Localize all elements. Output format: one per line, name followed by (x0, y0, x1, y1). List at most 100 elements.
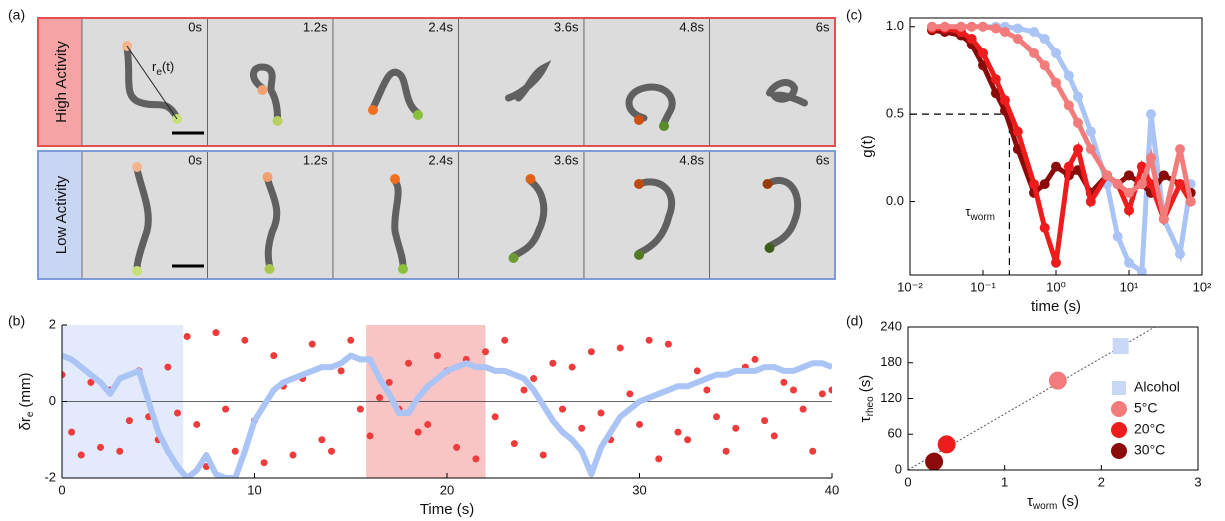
point (318, 436, 326, 444)
plot-area (62, 329, 832, 478)
legend-marker (1111, 401, 1127, 417)
worm (635, 178, 676, 257)
point (520, 386, 528, 394)
legend-label: 20°C (1134, 421, 1165, 437)
point (568, 363, 576, 371)
point (978, 47, 988, 58)
x-tick-label: 10 (247, 482, 261, 497)
point (501, 336, 509, 344)
row-border (37, 150, 836, 280)
point (780, 378, 788, 386)
time-label: 2.4s (428, 152, 453, 167)
end-dot (525, 174, 536, 184)
point (1051, 257, 1061, 268)
worm (391, 177, 407, 270)
point (433, 352, 441, 360)
end-dot (659, 121, 669, 131)
x-tick-label: 10⁰ (1046, 279, 1066, 294)
point (1063, 100, 1074, 111)
point (125, 417, 133, 425)
panel-label: (c) (846, 7, 862, 23)
frame (458, 17, 585, 147)
point (966, 21, 977, 32)
x-tick-label: 0 (58, 482, 65, 497)
plot-area (926, 21, 1196, 275)
point (1124, 170, 1134, 181)
point (347, 336, 355, 344)
time-label: 4.8s (679, 152, 704, 167)
point (1085, 126, 1096, 137)
point (366, 432, 374, 440)
point (713, 413, 720, 421)
point (241, 336, 249, 344)
point (482, 348, 489, 356)
point (732, 424, 740, 432)
point (77, 451, 85, 459)
worm (123, 44, 181, 122)
point (636, 420, 643, 428)
point (212, 329, 220, 337)
point (1039, 179, 1050, 190)
y-tick-label: 1.0 (886, 18, 904, 33)
point (1124, 205, 1134, 216)
legend-marker (1111, 443, 1127, 459)
end-dot (132, 162, 142, 172)
point (231, 447, 239, 455)
end-dot (634, 179, 644, 189)
x-tick-label: 10⁻¹ (970, 279, 996, 294)
y-tick-label: 180 (880, 354, 902, 369)
y-axis-label-sub: e (25, 411, 36, 417)
y-axis-label-rest: (s) (857, 375, 874, 397)
point (308, 340, 316, 348)
series-line (931, 24, 1194, 220)
point (809, 447, 817, 455)
worm (264, 175, 281, 270)
point (289, 451, 297, 459)
y-axis-label-rest: (mm) (17, 372, 34, 411)
x-tick-label: 0 (904, 474, 911, 489)
point (1012, 23, 1023, 34)
point (616, 344, 624, 352)
y-tick-label: 0.5 (886, 106, 904, 121)
legend-label: 5°C (1134, 400, 1158, 416)
x-axis-label: Time (s) (420, 501, 474, 518)
point (722, 447, 730, 455)
y-tick-label: 2 (49, 316, 56, 331)
point (1145, 109, 1156, 120)
x-axis-label: time (s) (1031, 298, 1081, 315)
frame (709, 150, 836, 280)
point (761, 417, 769, 425)
y-tick-label: -2 (44, 469, 56, 484)
point (539, 451, 547, 459)
point (1136, 161, 1147, 172)
time-label: 4.8s (679, 19, 704, 34)
end-dot (368, 105, 378, 115)
point (1124, 187, 1134, 198)
point (222, 405, 230, 413)
point (116, 447, 124, 455)
y-tick-label: 0.0 (886, 193, 904, 208)
point (1039, 222, 1050, 233)
row-label-box (38, 151, 82, 279)
point (1072, 117, 1083, 128)
point (1124, 257, 1134, 268)
point (1136, 179, 1147, 190)
point (1085, 196, 1096, 207)
point (405, 359, 412, 367)
axes-frame (909, 17, 1203, 276)
point (1029, 179, 1040, 190)
time-label: 3.6s (554, 152, 579, 167)
point (990, 23, 1001, 34)
point (1175, 249, 1186, 260)
point (385, 378, 393, 386)
worm (133, 165, 152, 273)
y-tick-label: 60 (888, 426, 902, 441)
point (1072, 144, 1083, 155)
row-label: Low Activity (53, 175, 70, 254)
guide-label: τworm (965, 204, 995, 222)
point (939, 21, 950, 32)
point (956, 21, 967, 32)
row-label: High Activity (53, 41, 70, 123)
row-label-box (38, 18, 82, 146)
legend-label: Alcohol (1134, 379, 1180, 395)
